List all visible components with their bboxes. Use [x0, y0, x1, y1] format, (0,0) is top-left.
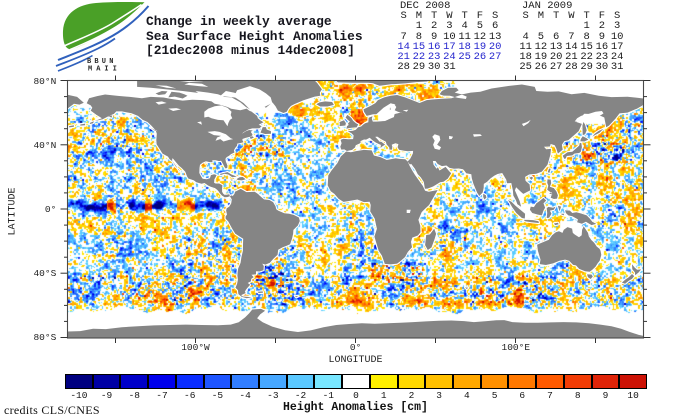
svg-text:BBUN: BBUN	[87, 58, 117, 66]
svg-text:MAII: MAII	[88, 66, 121, 74]
